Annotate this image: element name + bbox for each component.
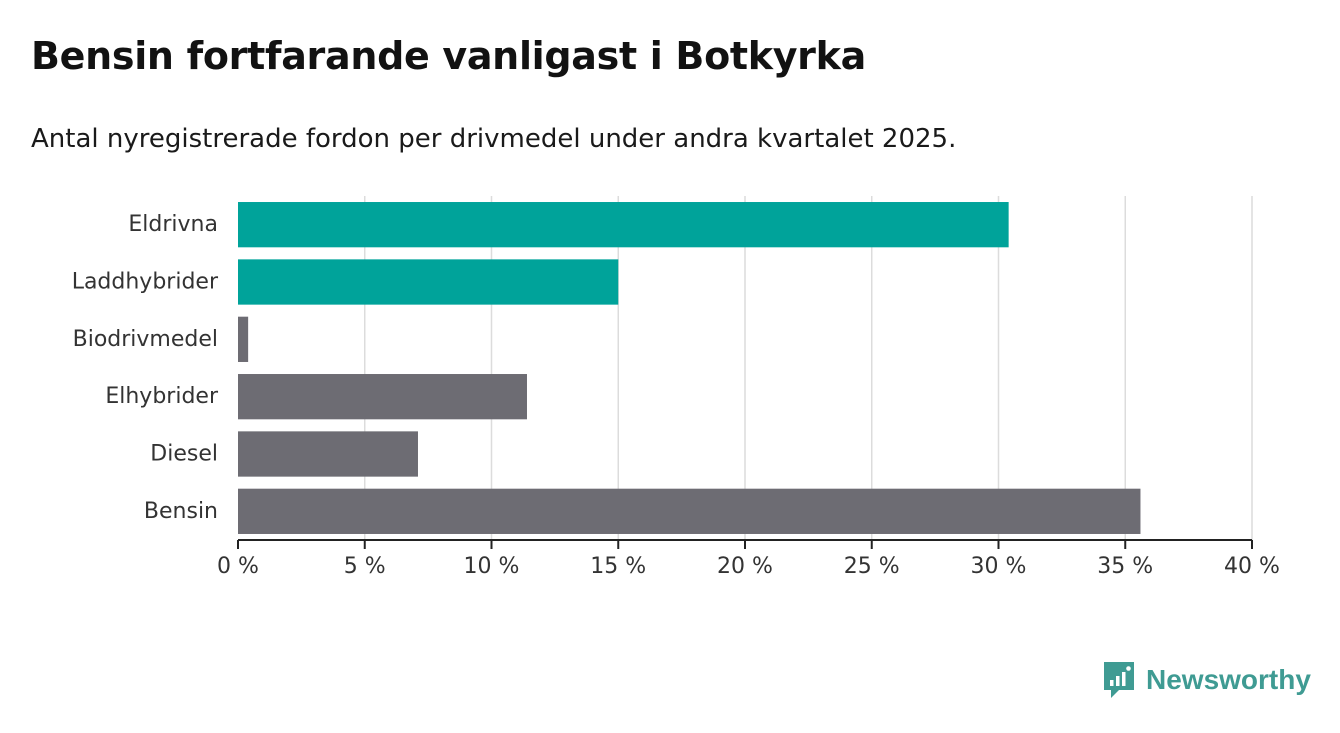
x-tick-label: 15 % bbox=[590, 554, 646, 579]
bar-laddhybrider bbox=[238, 259, 619, 305]
x-tick-label: 35 % bbox=[1097, 554, 1153, 579]
brand-logo: Newsworthy bbox=[1102, 660, 1311, 700]
brand-name: Newsworthy bbox=[1146, 664, 1311, 695]
category-label: Laddhybrider bbox=[72, 270, 219, 295]
x-axis: 0 % 5 % 10 % 15 % 20 % 25 % 30 % 35 % 40 % bbox=[217, 539, 1280, 579]
bars bbox=[238, 202, 1141, 534]
category-label: Eldrivna bbox=[128, 212, 218, 237]
category-label: Diesel bbox=[150, 442, 218, 467]
category-label: Biodrivmedel bbox=[73, 327, 218, 352]
gridlines bbox=[364, 196, 1253, 540]
x-tick-label: 40 % bbox=[1224, 554, 1280, 579]
x-tick-label: 5 % bbox=[344, 554, 386, 579]
chart-subtitle: Antal nyregistrerade fordon per drivmede… bbox=[31, 124, 957, 154]
x-tick-label: 30 % bbox=[971, 554, 1027, 579]
x-tick-label: 25 % bbox=[844, 554, 900, 579]
chart-title: Bensin fortfarande vanligast i Botkyrka bbox=[31, 34, 866, 78]
newsworthy-logo-icon bbox=[1104, 662, 1134, 698]
bar-eldrivna bbox=[238, 202, 1009, 248]
bar-diesel bbox=[238, 431, 418, 477]
bar-biodrivmedel bbox=[238, 316, 249, 362]
bar-chart: Eldrivna Laddhybrider Biodrivmedel Elhybrid… bbox=[72, 196, 1280, 579]
x-tick-label: 10 % bbox=[464, 554, 520, 579]
category-labels: Eldrivna Laddhybrider Biodrivmedel Elhybrid… bbox=[72, 212, 219, 524]
x-tick-label: 20 % bbox=[717, 554, 773, 579]
category-label: Elhybrider bbox=[105, 384, 219, 409]
bar-bensin bbox=[238, 488, 1141, 534]
bar-elhybrider bbox=[238, 374, 527, 420]
x-tick-label: 0 % bbox=[217, 554, 259, 579]
category-label: Bensin bbox=[144, 499, 218, 524]
